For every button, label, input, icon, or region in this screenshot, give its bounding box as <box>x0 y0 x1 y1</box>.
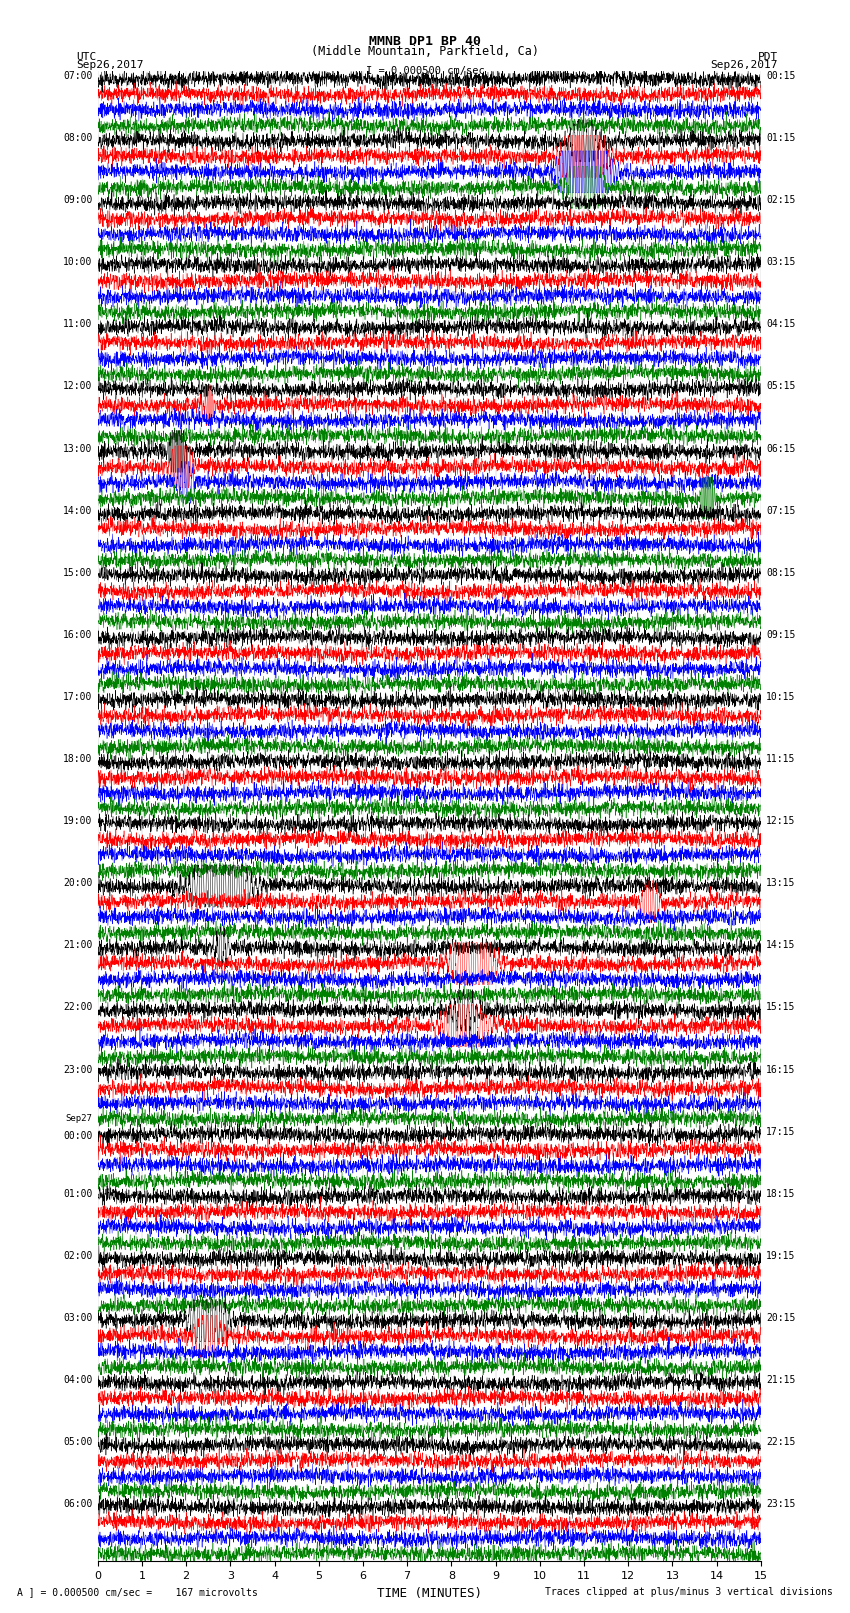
Text: 04:15: 04:15 <box>766 319 796 329</box>
Text: 16:15: 16:15 <box>766 1065 796 1074</box>
Text: 14:00: 14:00 <box>63 506 93 516</box>
Text: 20:15: 20:15 <box>766 1313 796 1323</box>
Text: Traces clipped at plus/minus 3 vertical divisions: Traces clipped at plus/minus 3 vertical … <box>545 1587 833 1597</box>
Text: 18:00: 18:00 <box>63 755 93 765</box>
Text: 01:00: 01:00 <box>63 1189 93 1198</box>
Text: 06:15: 06:15 <box>766 444 796 453</box>
Text: 12:00: 12:00 <box>63 382 93 392</box>
Text: 05:15: 05:15 <box>766 382 796 392</box>
Text: 01:15: 01:15 <box>766 134 796 144</box>
Text: 15:00: 15:00 <box>63 568 93 577</box>
Text: 17:00: 17:00 <box>63 692 93 702</box>
Text: 21:15: 21:15 <box>766 1374 796 1386</box>
Text: 06:00: 06:00 <box>63 1500 93 1510</box>
Text: 11:00: 11:00 <box>63 319 93 329</box>
Text: 09:15: 09:15 <box>766 631 796 640</box>
Text: 19:00: 19:00 <box>63 816 93 826</box>
Text: PDT: PDT <box>757 52 778 61</box>
Text: 22:00: 22:00 <box>63 1003 93 1013</box>
Text: 13:00: 13:00 <box>63 444 93 453</box>
Text: A ] = 0.000500 cm/sec =    167 microvolts: A ] = 0.000500 cm/sec = 167 microvolts <box>17 1587 258 1597</box>
Text: 02:00: 02:00 <box>63 1252 93 1261</box>
Text: 18:15: 18:15 <box>766 1189 796 1198</box>
Text: MMNB DP1 BP 40: MMNB DP1 BP 40 <box>369 35 481 48</box>
Text: 07:15: 07:15 <box>766 506 796 516</box>
Text: (Middle Mountain, Parkfield, Ca): (Middle Mountain, Parkfield, Ca) <box>311 45 539 58</box>
Text: I = 0.000500 cm/sec: I = 0.000500 cm/sec <box>366 66 484 76</box>
Text: UTC: UTC <box>76 52 97 61</box>
Text: 19:15: 19:15 <box>766 1252 796 1261</box>
Text: 07:00: 07:00 <box>63 71 93 81</box>
Text: Sep26,2017: Sep26,2017 <box>76 60 144 69</box>
Text: 13:15: 13:15 <box>766 879 796 889</box>
Text: 10:00: 10:00 <box>63 258 93 268</box>
Text: 14:15: 14:15 <box>766 940 796 950</box>
Text: 03:00: 03:00 <box>63 1313 93 1323</box>
Text: Sep26,2017: Sep26,2017 <box>711 60 778 69</box>
Text: Sep27: Sep27 <box>65 1115 93 1123</box>
Text: 05:00: 05:00 <box>63 1437 93 1447</box>
Text: 16:00: 16:00 <box>63 631 93 640</box>
Text: 02:15: 02:15 <box>766 195 796 205</box>
Text: 23:15: 23:15 <box>766 1500 796 1510</box>
Text: 17:15: 17:15 <box>766 1127 796 1137</box>
X-axis label: TIME (MINUTES): TIME (MINUTES) <box>377 1587 482 1600</box>
Text: 15:15: 15:15 <box>766 1003 796 1013</box>
Text: 04:00: 04:00 <box>63 1374 93 1386</box>
Text: 10:15: 10:15 <box>766 692 796 702</box>
Text: 00:15: 00:15 <box>766 71 796 81</box>
Text: 09:00: 09:00 <box>63 195 93 205</box>
Text: 20:00: 20:00 <box>63 879 93 889</box>
Text: 23:00: 23:00 <box>63 1065 93 1074</box>
Text: 12:15: 12:15 <box>766 816 796 826</box>
Text: 08:00: 08:00 <box>63 134 93 144</box>
Text: 00:00: 00:00 <box>63 1131 93 1140</box>
Text: 03:15: 03:15 <box>766 258 796 268</box>
Text: 08:15: 08:15 <box>766 568 796 577</box>
Text: 21:00: 21:00 <box>63 940 93 950</box>
Text: 11:15: 11:15 <box>766 755 796 765</box>
Text: 22:15: 22:15 <box>766 1437 796 1447</box>
